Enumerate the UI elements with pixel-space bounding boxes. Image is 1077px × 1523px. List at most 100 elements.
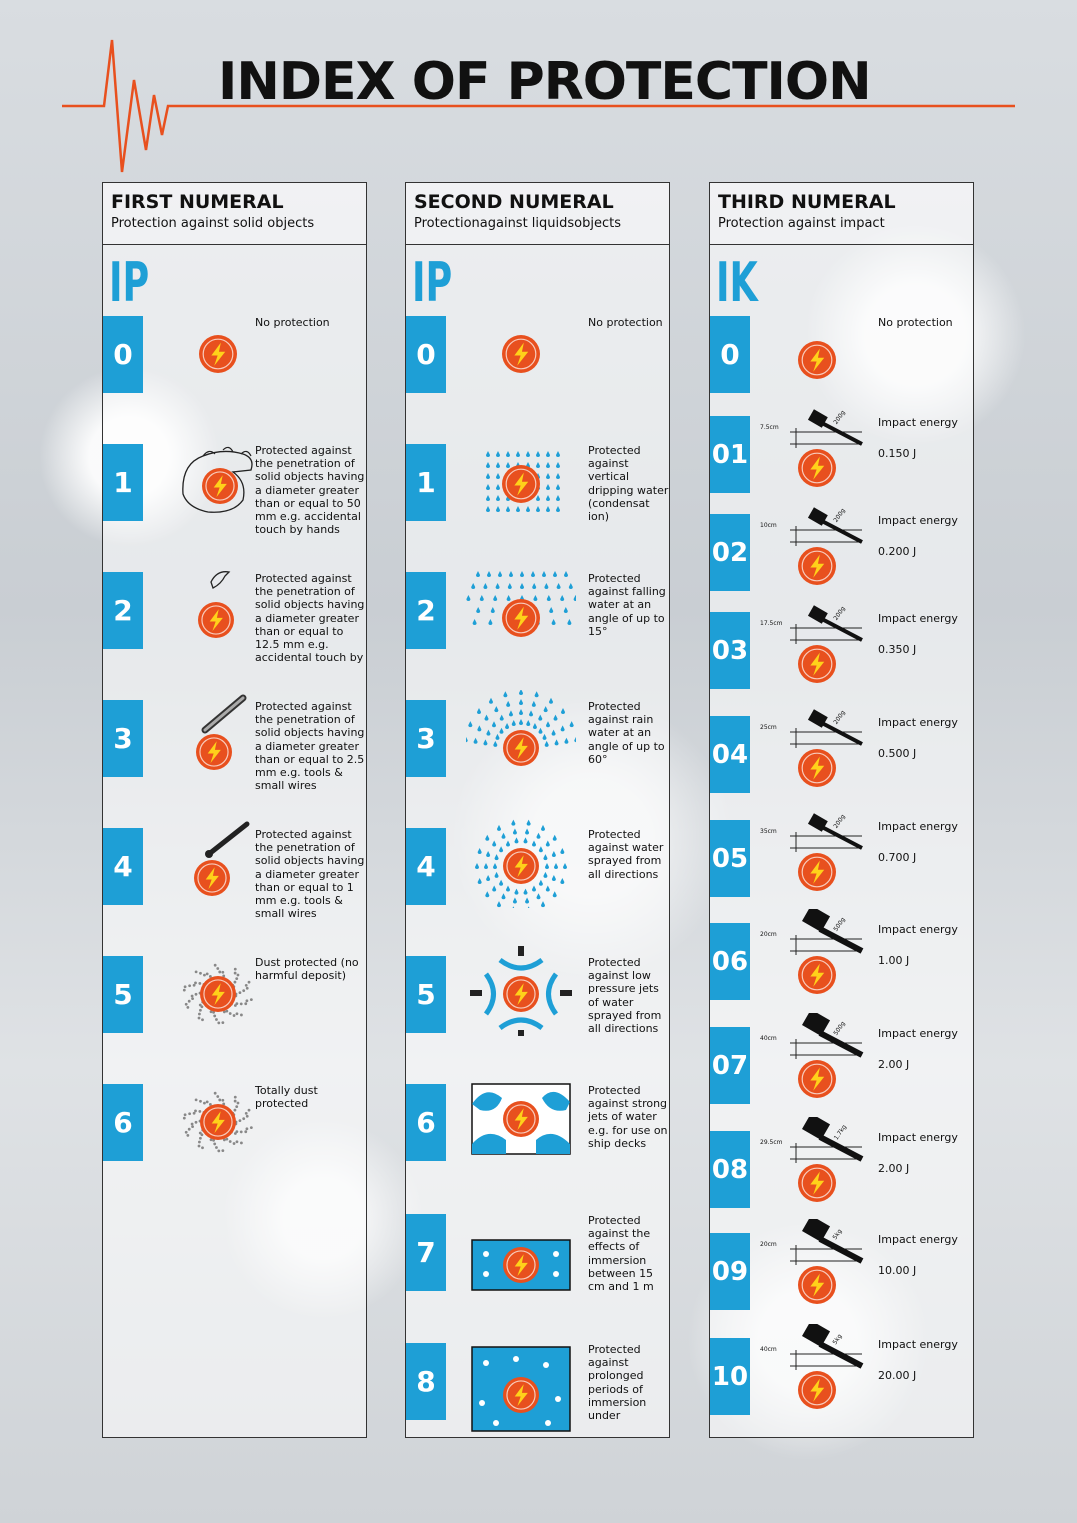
bolt-icon xyxy=(163,306,273,400)
spray-60-icon xyxy=(463,689,579,784)
level-badge: 8 xyxy=(406,1343,446,1420)
protection-description: Dust protected (no harmful deposit) xyxy=(255,956,359,983)
protection-description: No protection xyxy=(588,316,663,329)
immersion-icon xyxy=(466,1214,576,1308)
drop-height-label: 7.5cm xyxy=(760,424,779,431)
impact-value: 0.150 J xyxy=(878,447,917,460)
drop-height-label: 40cm xyxy=(760,1035,777,1042)
impact-label: Impact energy xyxy=(878,1131,958,1144)
protection-description: Protected against the effects of immersi… xyxy=(588,1214,654,1294)
drop-height-label: 29.5cm xyxy=(760,1139,783,1146)
level-badge: 3 xyxy=(103,700,143,777)
column-header: SECOND NUMERAL Protectionagainst liquids… xyxy=(406,183,669,245)
column-title: FIRST NUMERAL xyxy=(111,191,284,213)
ip-code: IP xyxy=(412,251,453,314)
level-badge: 0 xyxy=(406,316,446,393)
protection-description: Protected against the penetration of sol… xyxy=(255,444,365,537)
level-badge: 05 xyxy=(710,820,750,897)
impact-description: Impact energy 0.700 J xyxy=(878,820,958,864)
hammer-icon: 35cm 200g xyxy=(760,806,872,900)
impact-description: Impact energy 0.500 J xyxy=(878,716,958,760)
drop-height-label: 10cm xyxy=(760,522,777,529)
protection-description: Protected against rain water at an angle… xyxy=(588,700,665,766)
ik-code: IK xyxy=(716,251,758,314)
protection-description: Protected against the penetration of sol… xyxy=(255,828,365,921)
level-badge: 08 xyxy=(710,1131,750,1208)
level-badge: 04 xyxy=(710,716,750,793)
impact-label: Impact energy xyxy=(878,612,958,625)
tool-icon xyxy=(163,690,273,784)
protection-description: Protected against water sprayed from all… xyxy=(588,828,664,881)
protection-description: No protection xyxy=(255,316,330,329)
protection-description: Protected against strong jets of water e… xyxy=(588,1084,668,1150)
protection-description: Protected against the penetration of sol… xyxy=(255,700,365,793)
second-numeral-column: SECOND NUMERAL Protectionagainst liquids… xyxy=(405,182,670,1438)
impact-description: Impact energy 2.00 J xyxy=(878,1027,958,1071)
level-badge: 06 xyxy=(710,923,750,1000)
jets-icon xyxy=(466,946,576,1040)
drop-height-label: 25cm xyxy=(760,724,777,731)
hammer-icon: 40cm 500g xyxy=(760,1009,872,1107)
hammer-icon: 20cm 500g xyxy=(760,905,872,1003)
hammer-icon: 10cm 200g xyxy=(760,500,872,594)
impact-description: Impact energy 2.00 J xyxy=(878,1131,958,1175)
impact-label: Impact energy xyxy=(878,1233,958,1246)
hammer-icon: 20cm 5kg xyxy=(760,1215,872,1313)
impact-value: 0.350 J xyxy=(878,643,917,656)
impact-value: 2.00 J xyxy=(878,1058,910,1071)
level-badge: 07 xyxy=(710,1027,750,1104)
level-badge: 02 xyxy=(710,514,750,591)
impact-label: Impact energy xyxy=(878,416,958,429)
protection-description: Protected against prolonged periods of i… xyxy=(588,1343,647,1423)
impact-description: Impact energy 0.350 J xyxy=(878,612,958,656)
wave-icon xyxy=(466,1074,576,1168)
drop-height-label: 20cm xyxy=(760,1241,777,1248)
column-title: THIRD NUMERAL xyxy=(718,191,896,213)
protection-description: Protected against falling water at an an… xyxy=(588,572,666,638)
impact-value: 1.00 J xyxy=(878,954,910,967)
hammer-icon: 17.5cm 200g xyxy=(760,598,872,692)
impact-label: Impact energy xyxy=(878,514,958,527)
level-badge: 2 xyxy=(406,572,446,649)
dust-icon xyxy=(163,946,273,1040)
column-subtitle: Protectionagainst liquidsobjects xyxy=(414,216,621,231)
level-badge: 01 xyxy=(710,416,750,493)
level-badge: 10 xyxy=(710,1338,750,1415)
impact-description: Impact energy 0.200 J xyxy=(878,514,958,558)
level-badge: 0 xyxy=(103,316,143,393)
third-numeral-column: THIRD NUMERAL Protection against impact … xyxy=(709,182,974,1438)
submersion-icon xyxy=(466,1343,576,1437)
level-badge: 5 xyxy=(406,956,446,1033)
level-badge: 2 xyxy=(103,572,143,649)
column-header: THIRD NUMERAL Protection against impact xyxy=(710,183,973,245)
wire-icon xyxy=(163,818,273,912)
level-badge: 0 xyxy=(710,316,750,393)
bolt-icon xyxy=(762,312,872,406)
page-title: INDEX OF PROTECTION xyxy=(218,52,872,112)
impact-description: Impact energy 20.00 J xyxy=(878,1338,958,1382)
level-badge: 7 xyxy=(406,1214,446,1291)
impact-value: 0.700 J xyxy=(878,851,917,864)
impact-description: Impact energy 0.150 J xyxy=(878,416,958,460)
drop-height-label: 40cm xyxy=(760,1346,777,1353)
impact-description: Impact energy 10.00 J xyxy=(878,1233,958,1277)
drip-icon xyxy=(466,434,576,528)
protection-description: Totally dust protected xyxy=(255,1084,318,1111)
level-badge: 4 xyxy=(406,828,446,905)
protection-description: Protected against low pressure jets of w… xyxy=(588,956,662,1036)
impact-label: No protection xyxy=(878,316,953,329)
impact-label: Impact energy xyxy=(878,716,958,729)
level-badge: 09 xyxy=(710,1233,750,1310)
impact-label: Impact energy xyxy=(878,1338,958,1351)
level-badge: 1 xyxy=(406,444,446,521)
column-title: SECOND NUMERAL xyxy=(414,191,614,213)
impact-label: Impact energy xyxy=(878,1027,958,1040)
heartbeat-line-icon xyxy=(62,39,1015,173)
column-header: FIRST NUMERAL Protection against solid o… xyxy=(103,183,366,245)
column-subtitle: Protection against impact xyxy=(718,216,885,231)
spray-all-icon xyxy=(466,818,576,913)
impact-value: 20.00 J xyxy=(878,1369,917,1382)
level-badge: 4 xyxy=(103,828,143,905)
level-badge: 6 xyxy=(406,1084,446,1161)
impact-description: Impact energy 1.00 J xyxy=(878,923,958,967)
